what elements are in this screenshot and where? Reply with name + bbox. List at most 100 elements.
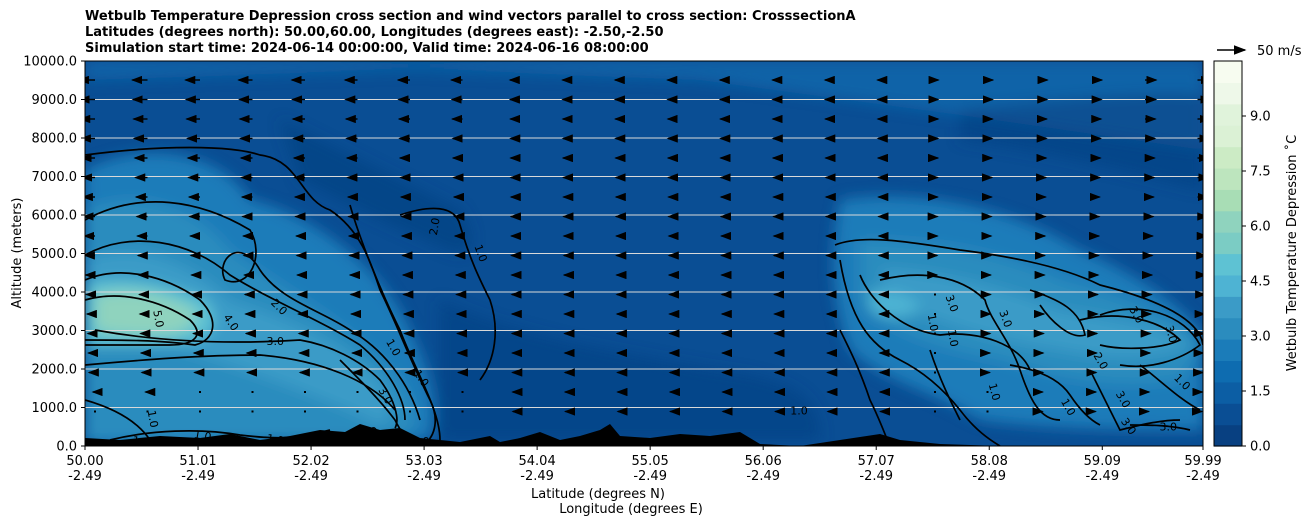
colorbar-segment	[1214, 253, 1242, 276]
contour-label: 1.0	[925, 313, 941, 332]
colorbar-tick-label: 0.0	[1250, 440, 1271, 455]
colorbar-segment	[1214, 103, 1242, 126]
colorbar-tick-label: 1.5	[1250, 385, 1271, 400]
wind-vector	[934, 371, 936, 374]
colorbar-segment	[1214, 296, 1242, 319]
colorbar-segment	[1214, 360, 1242, 383]
contour-label: 1.0	[796, 50, 814, 63]
contour-line	[85, 240, 406, 421]
colorbar-segment	[1214, 61, 1242, 83]
contour-label: 1.0	[266, 432, 285, 448]
colorbar-segment	[1214, 317, 1242, 340]
contour-line	[1029, 289, 1086, 337]
contour-label: 3.0	[1160, 421, 1178, 434]
contour-line	[839, 259, 1001, 446]
x-tick-label-latitude: 56.06	[745, 454, 782, 469]
contour-line	[85, 272, 214, 346]
plot-area: 5.0 4.02.03.02.01.01.01.03.01.01.0 1.0 1.0 2…	[85, 50, 1203, 450]
x-tick-label-latitude: 59.99	[1184, 454, 1221, 469]
x-tick-label-latitude: 57.07	[858, 454, 895, 469]
colorbar-segment	[1214, 189, 1242, 212]
wind-vector	[356, 391, 359, 393]
colorbar-tick-label: 9.0	[1250, 110, 1271, 125]
colorbar-segment	[1214, 146, 1242, 169]
wind-vector	[199, 410, 201, 413]
x-tick-label-longitude: -2.49	[1186, 469, 1220, 484]
wind-vector	[304, 410, 306, 413]
x-tick-label-longitude: -2.49	[181, 469, 215, 484]
contour-label: 1.0	[145, 409, 161, 428]
x-axis: 50.00-2.4951.01-2.4952.02-2.4953.03-2.49…	[66, 446, 1222, 484]
contour-label: 3.0	[1162, 324, 1179, 344]
x-axis-label-longitude: Longitude (degrees E)	[559, 502, 703, 517]
y-tick-label: 1000.0	[32, 401, 78, 416]
x-tick-label-latitude: 58.08	[971, 454, 1008, 469]
filled-contours	[85, 61, 1203, 446]
contour-label: 3.0	[267, 335, 285, 348]
x-tick-label-longitude: -2.49	[746, 469, 780, 484]
colorbar-segment	[1214, 82, 1242, 105]
contour-line	[399, 207, 496, 381]
colorbar-segment	[1214, 424, 1242, 447]
wind-vector	[409, 391, 411, 393]
x-axis-label-latitude: Latitude (degrees N)	[531, 487, 665, 502]
contour-label: 1.0	[756, 50, 774, 63]
contour-label: 1.0	[193, 428, 212, 444]
quiver-key: 50 m/s	[1217, 44, 1302, 59]
x-tick-label-longitude: -2.49	[68, 469, 102, 484]
contour-line	[859, 274, 1031, 371]
contour-line	[1089, 369, 1181, 431]
y-tick-label: 3000.0	[32, 324, 78, 339]
x-tick-label-latitude: 50.00	[66, 454, 103, 469]
x-tick-label-longitude: -2.49	[294, 469, 328, 484]
contour-label: 1.0	[131, 434, 150, 450]
wind-vector	[934, 410, 936, 413]
wind-vector	[251, 391, 254, 393]
x-tick-label-longitude: -2.49	[1085, 469, 1119, 484]
y-tick-label: 2000.0	[32, 363, 78, 378]
wind-vector	[94, 410, 96, 413]
contour-label: 5.0	[150, 309, 166, 328]
contour-label: 2.0	[427, 217, 443, 236]
contour-line	[839, 329, 891, 446]
contour-line	[929, 349, 961, 421]
contour-line	[85, 399, 151, 441]
colorbar-label: Wetbulb Temperature Depression ˚C	[1284, 135, 1300, 372]
wind-vector	[934, 293, 936, 296]
y-axis: 0.0 1000.0 2000.0 3000.0 4000.0 5000.0 6000.0 7…	[23, 55, 85, 455]
contour-label: 1.0	[986, 382, 1003, 402]
contour-label: 2.0	[412, 435, 430, 448]
title-line-1: Wetbulb Temperature Depression cross sec…	[85, 9, 856, 24]
wind-vector	[304, 391, 306, 393]
x-tick-label-latitude: 59.09	[1084, 454, 1121, 469]
contour-line	[1129, 424, 1191, 431]
y-tick-label: 7000.0	[32, 170, 78, 185]
colorbar-segment	[1214, 125, 1242, 148]
chart-title: Wetbulb Temperature Depression cross sec…	[85, 9, 856, 57]
x-tick-label-longitude: -2.49	[407, 469, 441, 484]
contour-label: 1.0	[945, 328, 961, 347]
contour-line	[94, 329, 398, 429]
y-axis-label: Altitude (meters)	[10, 198, 25, 309]
horizontal-gridlines	[85, 99, 1203, 408]
colorbar-segment	[1214, 167, 1242, 190]
colorbar-tick-label: 7.5	[1250, 165, 1271, 180]
colorbar-tick-label: 4.5	[1250, 275, 1271, 290]
colorbar-segment	[1214, 403, 1242, 426]
wind-vector	[409, 410, 411, 413]
wind-vector	[251, 410, 254, 413]
wind-vector	[461, 391, 464, 393]
contour-label: 1.0	[703, 50, 721, 63]
wind-vector	[986, 391, 989, 393]
x-tick-label-latitude: 55.05	[632, 454, 669, 469]
contour-line	[1099, 308, 1202, 368]
wind-vector	[934, 313, 936, 315]
contour-line	[1009, 364, 1101, 426]
wind-vector	[934, 391, 936, 393]
x-tick-label-latitude: 51.01	[179, 454, 216, 469]
contour-label: 1.0	[790, 404, 808, 417]
colorbar-segment	[1214, 210, 1242, 233]
wind-vector	[199, 391, 201, 393]
y-tick-label: 4000.0	[32, 286, 78, 301]
